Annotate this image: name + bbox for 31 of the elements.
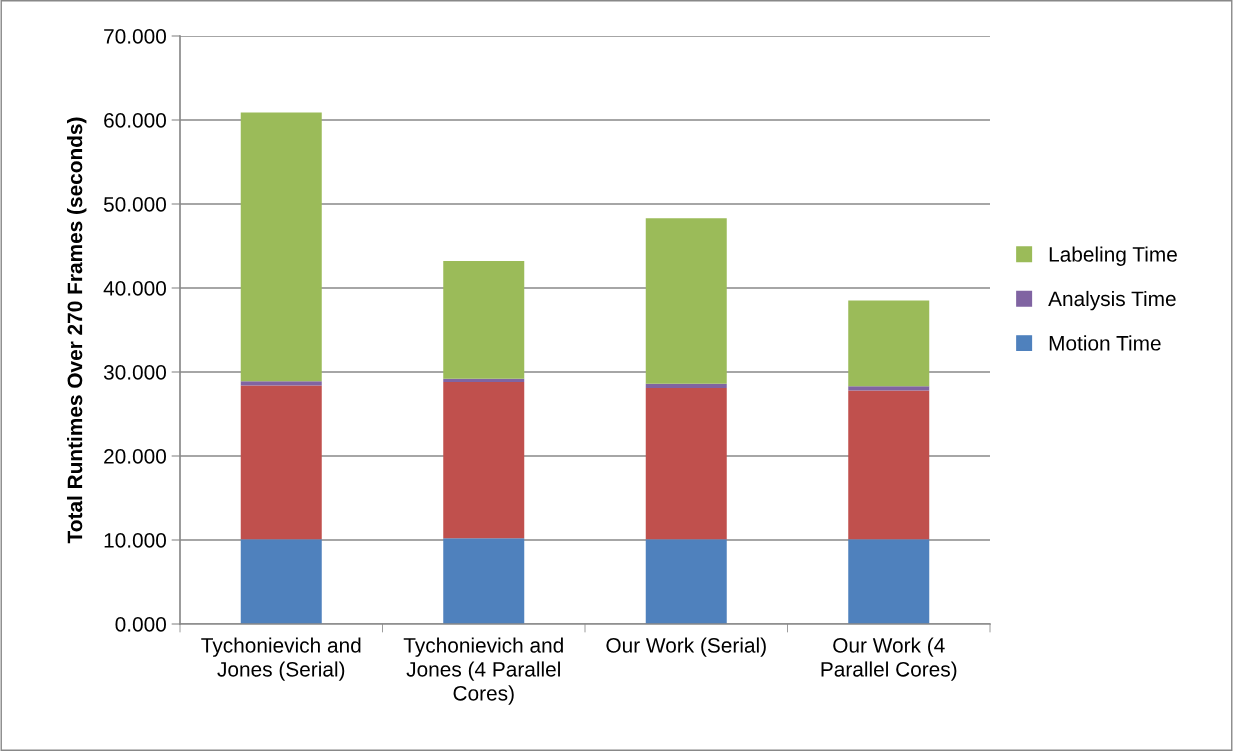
bar <box>645 387 727 540</box>
bar <box>443 382 525 539</box>
legend-label: Motion Time <box>1049 335 1161 351</box>
bar <box>645 218 727 384</box>
bar <box>848 386 930 391</box>
y-tick-label: 70.000 <box>104 29 166 44</box>
legend-label: Analysis Time <box>1048 290 1176 311</box>
bar <box>443 261 525 379</box>
bar <box>848 390 930 540</box>
y-tick-label: 10.000 <box>104 533 166 548</box>
bar <box>443 538 525 624</box>
y-tick-label: 40.000 <box>103 281 166 296</box>
legend-label: Labeling Time <box>1049 246 1177 266</box>
bar <box>240 539 322 624</box>
bar <box>645 539 727 624</box>
x-tick-label: Our Work (4 Parallel Cores) <box>821 637 957 681</box>
bar <box>645 383 727 388</box>
x-tick-label: Tychonievich and Jones (4 Parallel Cores) <box>403 637 563 705</box>
bar <box>848 300 930 387</box>
x-tick-label: Tychonievich and Jones (Serial) <box>201 637 361 681</box>
bar <box>240 112 322 382</box>
bar <box>240 385 322 540</box>
y-tick-label: 50.000 <box>103 197 166 212</box>
y-tick-label: 20.000 <box>104 449 166 464</box>
y-tick-label: 60.000 <box>104 113 166 128</box>
x-tick-label: Our Work (Serial) <box>606 637 766 657</box>
y-tick-label: 30.000 <box>103 365 166 380</box>
bar <box>848 539 930 624</box>
bar <box>240 381 322 386</box>
y-tick-label: 0.000 <box>115 617 166 632</box>
y-axis-title: Total Runtimes Over 270 Frames (seconds) <box>67 117 87 544</box>
